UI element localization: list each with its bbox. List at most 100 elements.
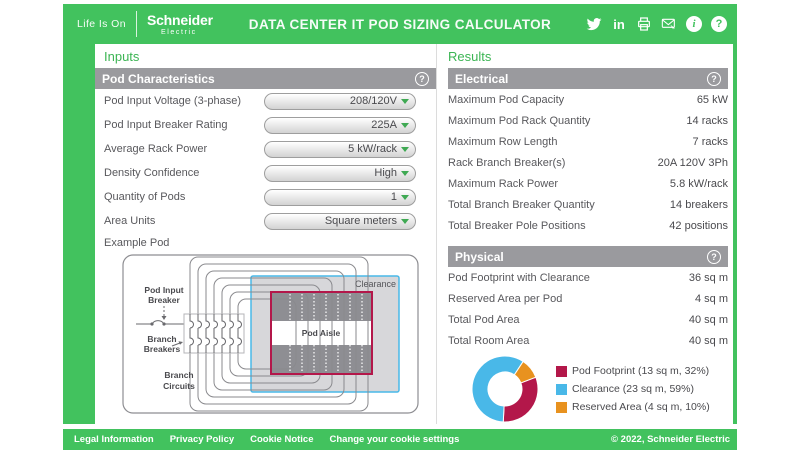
field-label: Density Confidence <box>104 167 200 179</box>
result-value: 5.8 kW/rack <box>669 177 728 190</box>
pod-input-breaker-rating-dropdown[interactable]: 225A <box>264 116 416 134</box>
legend-swatch <box>556 401 567 413</box>
result-value: 40 sq m <box>688 334 728 347</box>
field-label: Pod Input Voltage (3-phase) <box>104 95 241 107</box>
help-icon[interactable]: ? <box>707 249 721 264</box>
result-label: Rack Branch Breaker(s) <box>448 156 566 169</box>
app-frame: Life Is On Schneider Electric DATA CENTE… <box>63 4 737 424</box>
privacy-policy-link[interactable]: Privacy Policy <box>169 434 235 445</box>
inputs-heading: Inputs <box>104 49 140 64</box>
cookie-settings-link[interactable]: Change your cookie settings <box>329 434 460 445</box>
result-row: Maximum Pod Rack Quantity 14 racks <box>448 110 728 131</box>
field-row: Average Rack Power 5 kW/rack <box>95 137 436 161</box>
dropdown-value: Square meters <box>324 215 397 227</box>
clearance-label: Clearance <box>355 279 396 289</box>
result-value: 20A 120V 3Ph <box>657 156 728 169</box>
dropdown-value: 5 kW/rack <box>348 143 397 155</box>
branch-circuits-label: Branch <box>164 370 193 380</box>
branch-circuits-label: Circuits <box>163 381 195 391</box>
field-row: Area Units Square meters <box>95 209 436 233</box>
field-label: Average Rack Power <box>104 143 208 155</box>
help-icon[interactable]: ? <box>711 16 727 32</box>
chevron-down-icon <box>401 98 409 104</box>
result-value: 42 positions <box>669 219 728 232</box>
legend-item: Reserved Area (4 sq m, 10%) <box>556 401 710 413</box>
result-row: Maximum Rack Power 5.8 kW/rack <box>448 173 728 194</box>
schneider-electric-logo: Schneider Electric <box>146 11 213 36</box>
legal-information-link[interactable]: Legal Information <box>74 434 154 445</box>
branch-breakers-label: Branch <box>147 334 176 344</box>
result-row: Maximum Row Length 7 racks <box>448 131 728 152</box>
result-row: Maximum Pod Capacity 65 kW <box>448 89 728 110</box>
logo-divider <box>135 11 137 37</box>
example-pod-diagram: Clearance Pod Aisle Pod Input Breaker Br… <box>122 254 419 414</box>
area-units-dropdown[interactable]: Square meters <box>264 212 416 230</box>
content-area: Inputs Pod Characteristics ? Pod Input V… <box>95 44 733 424</box>
header-icon-bar: in i ? <box>586 4 727 44</box>
pod-input-breaker-label: Pod Input <box>144 285 183 295</box>
page-title: DATA CENTER IT POD SIZING CALCULATOR <box>248 16 552 32</box>
result-value: 4 sq m <box>694 292 728 305</box>
twitter-icon[interactable] <box>586 16 602 32</box>
density-confidence-dropdown[interactable]: High <box>264 164 416 182</box>
result-row: Total Breaker Pole Positions 42 position… <box>448 215 728 236</box>
result-row: Pod Footprint with Clearance 36 sq m <box>448 267 728 288</box>
results-heading: Results <box>448 49 492 64</box>
chart-legend: Pod Footprint (13 sq m, 32%) Clearance (… <box>556 365 710 413</box>
app-footer: Legal Information Privacy Policy Cookie … <box>63 429 737 450</box>
result-row: Reserved Area per Pod 4 sq m <box>448 288 728 309</box>
pod-input-voltage-dropdown[interactable]: 208/120V <box>264 92 416 110</box>
field-row: Pod Input Voltage (3-phase) 208/120V <box>95 89 436 113</box>
result-label: Maximum Pod Rack Quantity <box>448 114 591 127</box>
field-label: Quantity of Pods <box>104 191 186 203</box>
chevron-down-icon <box>401 122 409 128</box>
field-row: Density Confidence High <box>95 161 436 185</box>
print-icon[interactable] <box>636 16 652 32</box>
chevron-down-icon <box>401 146 409 152</box>
help-icon[interactable]: ? <box>707 71 721 86</box>
result-label: Maximum Rack Power <box>448 177 559 190</box>
copyright-text: © 2022, Schneider Electric <box>611 434 730 445</box>
field-label: Pod Input Breaker Rating <box>104 119 228 131</box>
branch-breakers-label: Breakers <box>144 344 181 354</box>
dropdown-value: 208/120V <box>349 95 397 107</box>
pod-characteristics-section-header: Pod Characteristics ? <box>95 68 436 89</box>
result-row: Total Branch Breaker Quantity 14 breaker… <box>448 194 728 215</box>
results-panel: Results Electrical ? Maximum Pod Capacit… <box>437 44 733 424</box>
pod-aisle-label: Pod Aisle <box>302 328 341 338</box>
field-row: Pod Input Breaker Rating 225A <box>95 113 436 137</box>
cookie-notice-link[interactable]: Cookie Notice <box>250 434 314 445</box>
electrical-section-header: Electrical ? <box>448 68 728 89</box>
result-value: 65 kW <box>696 93 728 106</box>
info-icon[interactable]: i <box>686 16 702 32</box>
result-label: Total Room Area <box>448 334 530 347</box>
result-label: Total Branch Breaker Quantity <box>448 198 595 211</box>
field-label: Area Units <box>104 215 156 227</box>
average-rack-power-dropdown[interactable]: 5 kW/rack <box>264 140 416 158</box>
email-share-icon[interactable] <box>661 16 677 32</box>
result-label: Maximum Row Length <box>448 135 558 148</box>
result-label: Pod Footprint with Clearance <box>448 271 590 284</box>
result-label: Total Breaker Pole Positions <box>448 219 586 232</box>
result-value: 36 sq m <box>688 271 728 284</box>
legend-swatch <box>556 383 567 395</box>
life-is-on-logo: Life Is On <box>77 18 126 30</box>
linkedin-icon[interactable]: in <box>613 16 625 32</box>
result-label: Total Pod Area <box>448 313 520 326</box>
result-value: 40 sq m <box>688 313 728 326</box>
result-value: 14 racks <box>686 114 728 127</box>
quantity-of-pods-dropdown[interactable]: 1 <box>264 188 416 206</box>
result-label: Maximum Pod Capacity <box>448 93 565 106</box>
area-breakdown-chart: Pod Footprint (13 sq m, 32%) Clearance (… <box>448 354 728 424</box>
result-row: Total Pod Area 40 sq m <box>448 309 728 330</box>
app-header: Life Is On Schneider Electric DATA CENTE… <box>63 4 737 44</box>
inputs-panel: Inputs Pod Characteristics ? Pod Input V… <box>95 44 437 424</box>
example-pod-label: Example Pod <box>104 237 170 249</box>
pod-input-breaker-label: Breaker <box>148 295 180 305</box>
result-value: 7 racks <box>692 135 728 148</box>
section-title: Physical <box>455 249 504 264</box>
dropdown-value: 225A <box>371 119 397 131</box>
help-icon[interactable]: ? <box>415 71 429 86</box>
legend-item: Pod Footprint (13 sq m, 32%) <box>556 365 710 377</box>
legend-label: Pod Footprint (13 sq m, 32%) <box>572 365 710 377</box>
